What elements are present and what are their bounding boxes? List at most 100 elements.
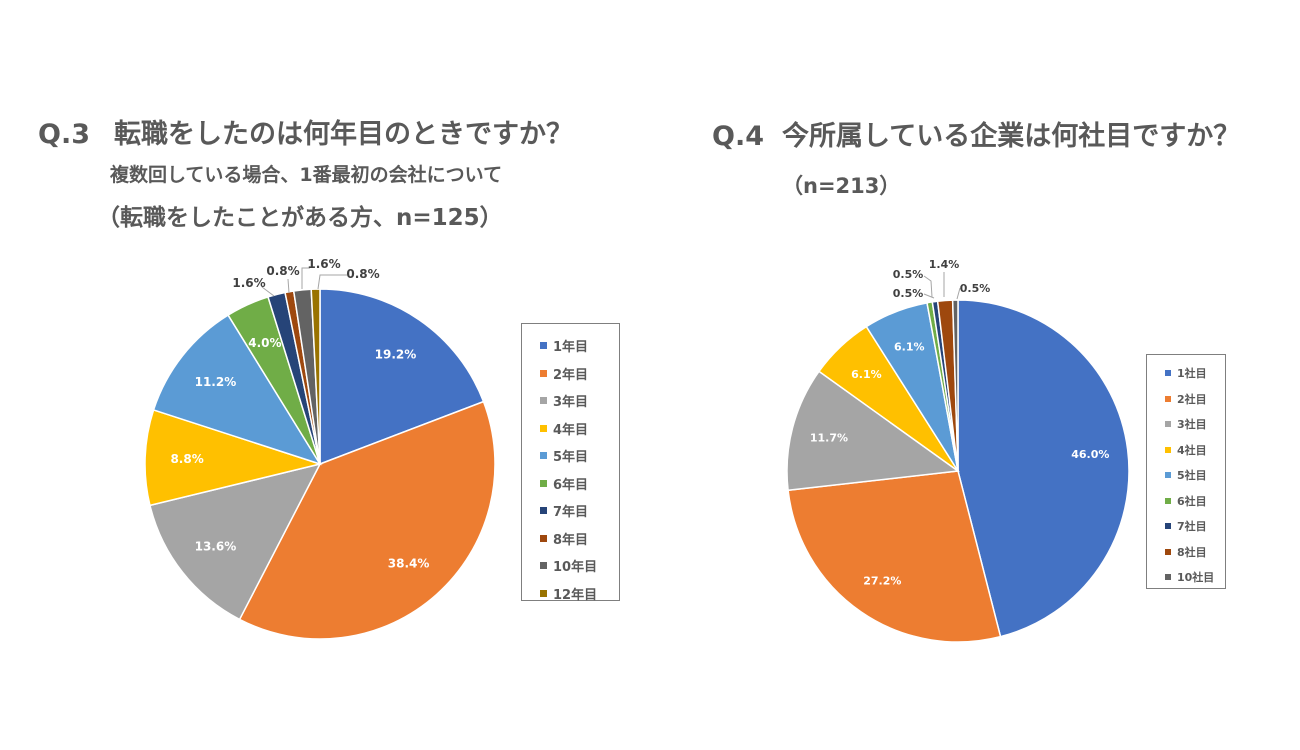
legend-label-5社目: 5社目 — [1177, 469, 1207, 482]
legend-item-10社目: 10社目 — [1165, 569, 1214, 585]
pie-slice-2年目 — [238, 400, 496, 640]
legend-label-12年目: 12年目 — [553, 587, 598, 603]
legend-swatch-4社目 — [1165, 446, 1171, 453]
q4-title: Q.4 今所属している企業は何社目ですか？ — [712, 114, 1240, 153]
data-label-5社目: 6.1% — [894, 341, 925, 354]
legend-label-2年目: 2年目 — [553, 367, 589, 383]
legend-swatch-5年目 — [540, 452, 547, 459]
data-label-8社目: 1.4% — [929, 258, 960, 271]
legend-item-4社目: 4社目 — [1165, 442, 1207, 458]
legend-item-10年目: 10年目 — [540, 556, 597, 575]
legend-label-1年目: 1年目 — [553, 340, 589, 355]
legend-label-2社目: 2社目 — [1177, 392, 1207, 406]
pie-slice-2社目 — [787, 470, 1002, 643]
legend-label-8社目: 8社目 — [1177, 545, 1207, 559]
legend-item-12年目: 12年目 — [540, 584, 597, 603]
legend-item-3年目: 3年目 — [540, 391, 588, 410]
legend-swatch-7社目 — [1165, 523, 1171, 529]
pie-slice-3年目 — [149, 462, 322, 621]
q4-sample: （n=213） — [782, 174, 901, 198]
q3-note: 複数回している場合、1番最初の会社について — [110, 164, 503, 186]
q3-title: Q.3 転職をしたのは何年目のときですか？ — [38, 112, 573, 151]
legend-item-5社目: 5社目 — [1165, 467, 1207, 483]
data-label-6年目: 4.0% — [248, 336, 281, 350]
leader-line-10年目 — [301, 267, 310, 289]
legend-swatch-2年目 — [540, 369, 547, 377]
leader-line-6社目 — [923, 275, 933, 298]
legend-label-10社目: 10社目 — [1177, 571, 1215, 584]
legend-label-3社目: 3社目 — [1177, 418, 1207, 431]
legend-swatch-8社目 — [1165, 548, 1171, 555]
legend-swatch-10年目 — [540, 562, 547, 569]
leader-line-7年目 — [261, 286, 275, 297]
pie-slice-10社目 — [951, 299, 959, 472]
q4-legend: 1社目 2社目 3社目 4社目 5社目 6社目 7社目 8社目 10社目 — [1146, 354, 1226, 589]
legend-swatch-12年目 — [540, 589, 547, 597]
data-label-2年目: 38.4% — [388, 556, 430, 570]
data-label-12年目: 0.8% — [346, 267, 379, 281]
legend-swatch-1年目 — [540, 342, 547, 349]
legend-label-6年目: 6年目 — [553, 477, 589, 493]
data-label-1年目: 19.2% — [375, 348, 417, 362]
pie-slice-4年目 — [144, 408, 323, 507]
data-label-1社目: 46.0% — [1071, 448, 1109, 461]
legend-item-7社目: 7社目 — [1165, 518, 1207, 534]
legend-label-7年目: 7年目 — [553, 505, 589, 520]
legend-swatch-8年目 — [540, 534, 547, 542]
q3-question: 転職をしたのは何年目のときですか？ — [114, 119, 573, 150]
data-label-7社目: 0.5% — [893, 287, 924, 300]
legend-label-10年目: 10年目 — [553, 560, 598, 575]
legend-item-2年目: 2年目 — [540, 364, 588, 383]
q4-number: Q.4 — [712, 121, 764, 152]
legend-item-3社目: 3社目 — [1165, 416, 1207, 432]
leader-line-12年目 — [317, 274, 347, 290]
pie-slice-1年目 — [319, 288, 485, 466]
data-label-3社目: 11.7% — [810, 431, 848, 444]
data-label-8年目: 0.8% — [266, 264, 299, 278]
legend-label-6社目: 6社目 — [1177, 494, 1207, 508]
leader-line-7社目 — [923, 293, 935, 299]
data-label-6社目: 0.5% — [893, 268, 924, 281]
legend-item-1社目: 1社目 — [1165, 365, 1207, 381]
legend-item-4年目: 4年目 — [540, 419, 588, 438]
data-label-5年目: 11.2% — [195, 375, 237, 389]
pie-slice-5年目 — [152, 314, 322, 466]
legend-swatch-3年目 — [540, 397, 547, 404]
legend-label-5年目: 5年目 — [553, 450, 589, 465]
legend-swatch-5社目 — [1165, 472, 1171, 478]
legend-swatch-4年目 — [540, 424, 547, 432]
pie-slice-1社目 — [957, 299, 1130, 638]
legend-item-7年目: 7年目 — [540, 501, 588, 520]
leader-line-8年目 — [287, 278, 290, 294]
legend-item-2社目: 2社目 — [1165, 391, 1207, 407]
legend-swatch-6年目 — [540, 479, 547, 487]
legend-item-5年目: 5年目 — [540, 446, 588, 465]
legend-swatch-7年目 — [540, 507, 547, 514]
legend-swatch-6社目 — [1165, 497, 1171, 504]
leader-line-10社目 — [956, 287, 961, 300]
legend-swatch-1社目 — [1165, 370, 1171, 376]
data-label-4年目: 8.8% — [170, 452, 203, 466]
legend-item-6年目: 6年目 — [540, 474, 588, 493]
q3-number: Q.3 — [38, 119, 90, 150]
legend-swatch-2社目 — [1165, 395, 1171, 402]
legend-swatch-10社目 — [1165, 574, 1171, 580]
legend-swatch-3社目 — [1165, 421, 1171, 427]
legend-item-6社目: 6社目 — [1165, 493, 1207, 509]
legend-label-4年目: 4年目 — [553, 422, 589, 438]
legend-label-7社目: 7社目 — [1177, 520, 1207, 533]
legend-label-8年目: 8年目 — [553, 532, 589, 548]
data-label-10社目: 0.5% — [960, 282, 991, 295]
pie-slice-12年目 — [310, 288, 321, 465]
legend-item-8社目: 8社目 — [1165, 544, 1207, 560]
data-label-7年目: 1.6% — [232, 276, 265, 290]
pie-slice-3社目 — [786, 370, 961, 492]
legend-label-3年目: 3年目 — [553, 395, 589, 410]
q4-question: 今所属している企業は何社目ですか？ — [782, 121, 1241, 152]
data-label-4社目: 6.1% — [851, 368, 882, 381]
data-label-3年目: 13.6% — [195, 539, 237, 553]
legend-label-4社目: 4社目 — [1177, 443, 1207, 457]
legend-label-1社目: 1社目 — [1177, 367, 1207, 380]
